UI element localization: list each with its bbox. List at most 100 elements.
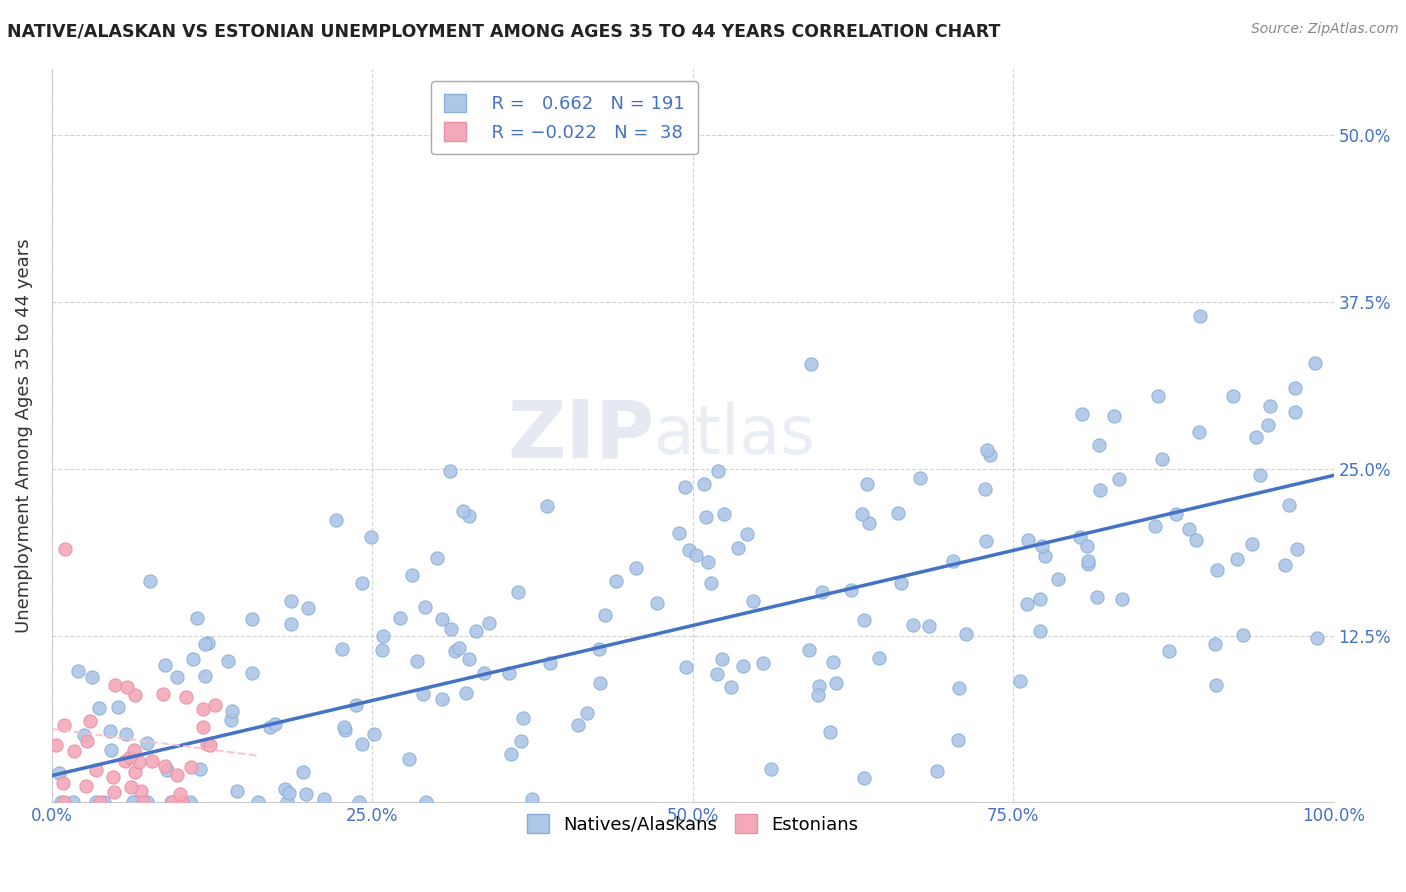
Point [1076, 539, 1098, 553]
Point [457, 652, 479, 666]
Point [401, 567, 423, 582]
Point [858, 516, 880, 530]
Point [153, 658, 176, 673]
Point [160, 795, 183, 809]
Point [104, 678, 127, 692]
Point [1029, 624, 1052, 638]
Point [567, 718, 589, 732]
Point [120, 780, 142, 795]
Point [1090, 483, 1112, 498]
Point [520, 791, 543, 805]
Point [706, 666, 728, 681]
Point [1178, 522, 1201, 536]
Point [457, 509, 479, 524]
Point [87, 701, 110, 715]
Point [412, 687, 434, 701]
Point [333, 723, 356, 737]
Point [153, 759, 176, 773]
Point [955, 626, 977, 640]
Point [52, 775, 75, 789]
Point [89, 795, 111, 809]
Point [800, 357, 823, 371]
Point [264, 717, 287, 731]
Point [948, 681, 970, 695]
Point [135, 736, 157, 750]
Point [122, 795, 145, 809]
Point [668, 526, 690, 541]
Point [193, 702, 215, 716]
Point [247, 795, 270, 809]
Point [162, 795, 184, 809]
Point [752, 656, 775, 670]
Point [179, 795, 201, 809]
Point [181, 652, 204, 666]
Point [1274, 558, 1296, 573]
Point [1069, 530, 1091, 544]
Point [1010, 673, 1032, 688]
Point [1147, 389, 1170, 403]
Point [124, 688, 146, 702]
Point [194, 669, 217, 683]
Point [180, 760, 202, 774]
Point [170, 795, 193, 809]
Point [131, 783, 153, 797]
Point [976, 442, 998, 457]
Point [1077, 557, 1099, 571]
Point [707, 464, 730, 478]
Point [1102, 409, 1125, 424]
Point [1284, 405, 1306, 419]
Point [1143, 518, 1166, 533]
Point [188, 762, 211, 776]
Point [720, 680, 742, 694]
Point [53, 717, 76, 731]
Point [240, 665, 263, 680]
Point [221, 705, 243, 719]
Point [197, 636, 219, 650]
Point [807, 688, 830, 702]
Point [675, 660, 697, 674]
Point [80, 670, 103, 684]
Point [1188, 425, 1211, 439]
Point [330, 642, 353, 657]
Point [1249, 468, 1271, 483]
Point [1108, 472, 1130, 486]
Point [49, 795, 72, 809]
Point [1189, 309, 1212, 323]
Point [122, 743, 145, 757]
Point [727, 541, 749, 556]
Point [413, 599, 436, 614]
Point [626, 561, 648, 575]
Point [589, 676, 612, 690]
Point [204, 698, 226, 713]
Point [942, 554, 965, 568]
Point [274, 781, 297, 796]
Point [946, 732, 969, 747]
Point [139, 574, 162, 589]
Text: Source: ZipAtlas.com: Source: ZipAtlas.com [1251, 22, 1399, 37]
Point [259, 720, 281, 734]
Point [166, 670, 188, 684]
Point [1157, 644, 1180, 658]
Point [388, 611, 411, 625]
Point [1286, 541, 1309, 556]
Point [373, 630, 395, 644]
Legend: Natives/Alaskans, Estonians: Natives/Alaskans, Estonians [516, 804, 869, 845]
Point [195, 738, 218, 752]
Point [371, 643, 394, 657]
Point [1222, 389, 1244, 403]
Point [291, 764, 314, 779]
Point [1205, 678, 1227, 692]
Point [193, 720, 215, 734]
Point [759, 762, 782, 776]
Point [360, 530, 382, 544]
Point [851, 507, 873, 521]
Point [118, 750, 141, 764]
Point [512, 711, 534, 725]
Point [156, 764, 179, 778]
Point [217, 654, 239, 668]
Point [1206, 563, 1229, 577]
Point [152, 687, 174, 701]
Point [136, 795, 159, 809]
Point [808, 679, 831, 693]
Point [48, 765, 70, 780]
